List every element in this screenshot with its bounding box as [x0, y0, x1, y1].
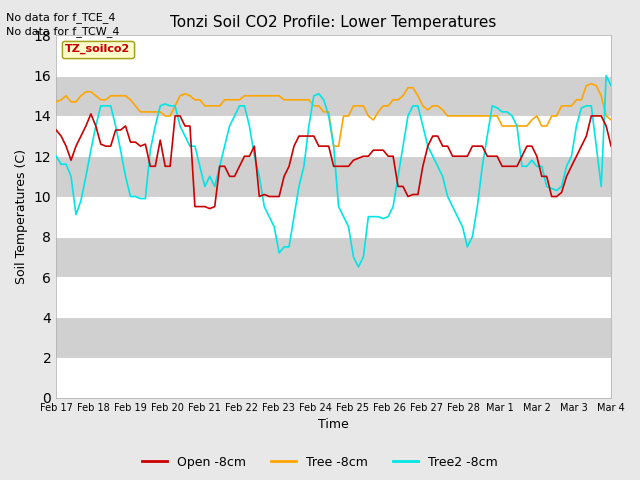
- Bar: [56, 36, 611, 76]
- Title: Tonzi Soil CO2 Profile: Lower Temperatures: Tonzi Soil CO2 Profile: Lower Temperatur…: [170, 15, 497, 30]
- Bar: [56, 116, 611, 156]
- Bar: [56, 76, 611, 116]
- Text: No data for f_TCE_4: No data for f_TCE_4: [6, 12, 116, 23]
- Bar: [56, 156, 611, 196]
- Bar: [56, 277, 611, 317]
- Legend: TZ_soilco2: TZ_soilco2: [61, 41, 134, 58]
- X-axis label: Time: Time: [318, 419, 349, 432]
- Text: No data for f_TCW_4: No data for f_TCW_4: [6, 26, 120, 37]
- Bar: [56, 237, 611, 277]
- Bar: [56, 196, 611, 237]
- Legend: Open -8cm, Tree -8cm, Tree2 -8cm: Open -8cm, Tree -8cm, Tree2 -8cm: [137, 451, 503, 474]
- Bar: [56, 317, 611, 358]
- Y-axis label: Soil Temperatures (C): Soil Temperatures (C): [15, 149, 28, 284]
- Bar: [56, 358, 611, 398]
